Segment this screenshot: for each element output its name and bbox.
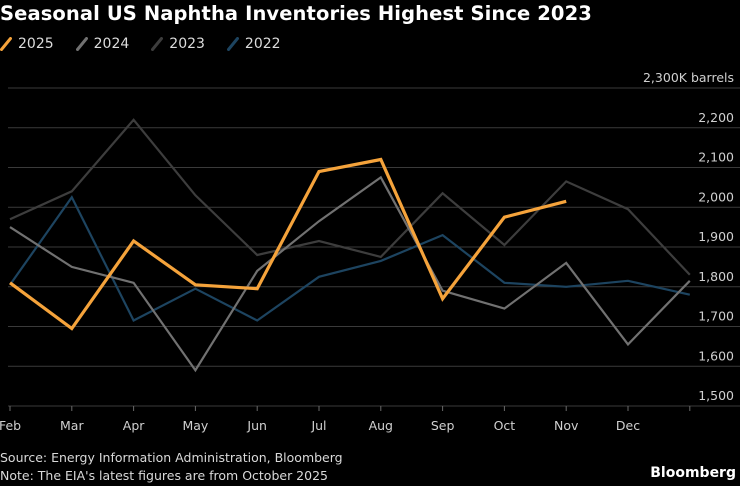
- y-tick-label: 2,300K barrels: [643, 70, 734, 85]
- y-tick-label: 2,100: [698, 150, 734, 165]
- x-tick-label: Oct: [494, 418, 516, 433]
- legend-item-2022: 2022: [226, 36, 281, 52]
- x-tick-label: Dec: [616, 418, 640, 433]
- y-tick-label: 2,000: [698, 189, 734, 204]
- legend-label-2024: 2024: [93, 36, 130, 52]
- source-note: Source: Energy Information Administratio…: [0, 450, 343, 465]
- x-tick-label: May: [182, 418, 208, 433]
- footnote: Note: The EIA's latest figures are from …: [0, 468, 328, 483]
- y-tick-label: 1,900: [698, 229, 734, 244]
- bloomberg-logo: Bloomberg: [650, 465, 736, 481]
- x-tick-label: Aug: [369, 418, 393, 433]
- series-line-2023: [9, 118, 691, 276]
- legend-swatch-2025: [0, 37, 12, 51]
- legend-swatch-2023: [151, 37, 164, 51]
- legend-item-2025: 2025: [0, 36, 54, 52]
- x-tick-label: Nov: [554, 418, 579, 433]
- y-tick-label: 1,600: [698, 348, 734, 363]
- y-tick-label: 1,700: [698, 309, 734, 324]
- chart-title: Seasonal US Naphtha Inventories Highest …: [0, 2, 592, 25]
- x-tick-label: Jul: [310, 418, 326, 433]
- y-tick-label: 2,200: [698, 110, 734, 125]
- x-tick-label: Mar: [60, 418, 84, 433]
- series-line-2024: [9, 175, 691, 373]
- y-tick-label: 1,800: [698, 269, 734, 284]
- legend-swatch-2024: [75, 37, 88, 51]
- x-tick-label: Sep: [431, 418, 455, 433]
- chart-legend: 2025 2024 2023 2022: [0, 36, 303, 52]
- legend-label-2022: 2022: [244, 36, 281, 52]
- x-tick-label: Jun: [246, 418, 267, 433]
- legend-label-2023: 2023: [169, 36, 205, 52]
- series-line-2025: [9, 157, 567, 331]
- legend-item-2023: 2023: [151, 36, 205, 52]
- x-tick-label: Apr: [123, 418, 145, 433]
- y-tick-label: 1,500: [698, 388, 734, 403]
- legend-label-2025: 2025: [18, 36, 54, 52]
- x-tick-label: Feb: [0, 418, 21, 433]
- legend-item-2024: 2024: [75, 36, 130, 52]
- series-line-2022: [9, 195, 691, 322]
- legend-swatch-2022: [226, 37, 239, 51]
